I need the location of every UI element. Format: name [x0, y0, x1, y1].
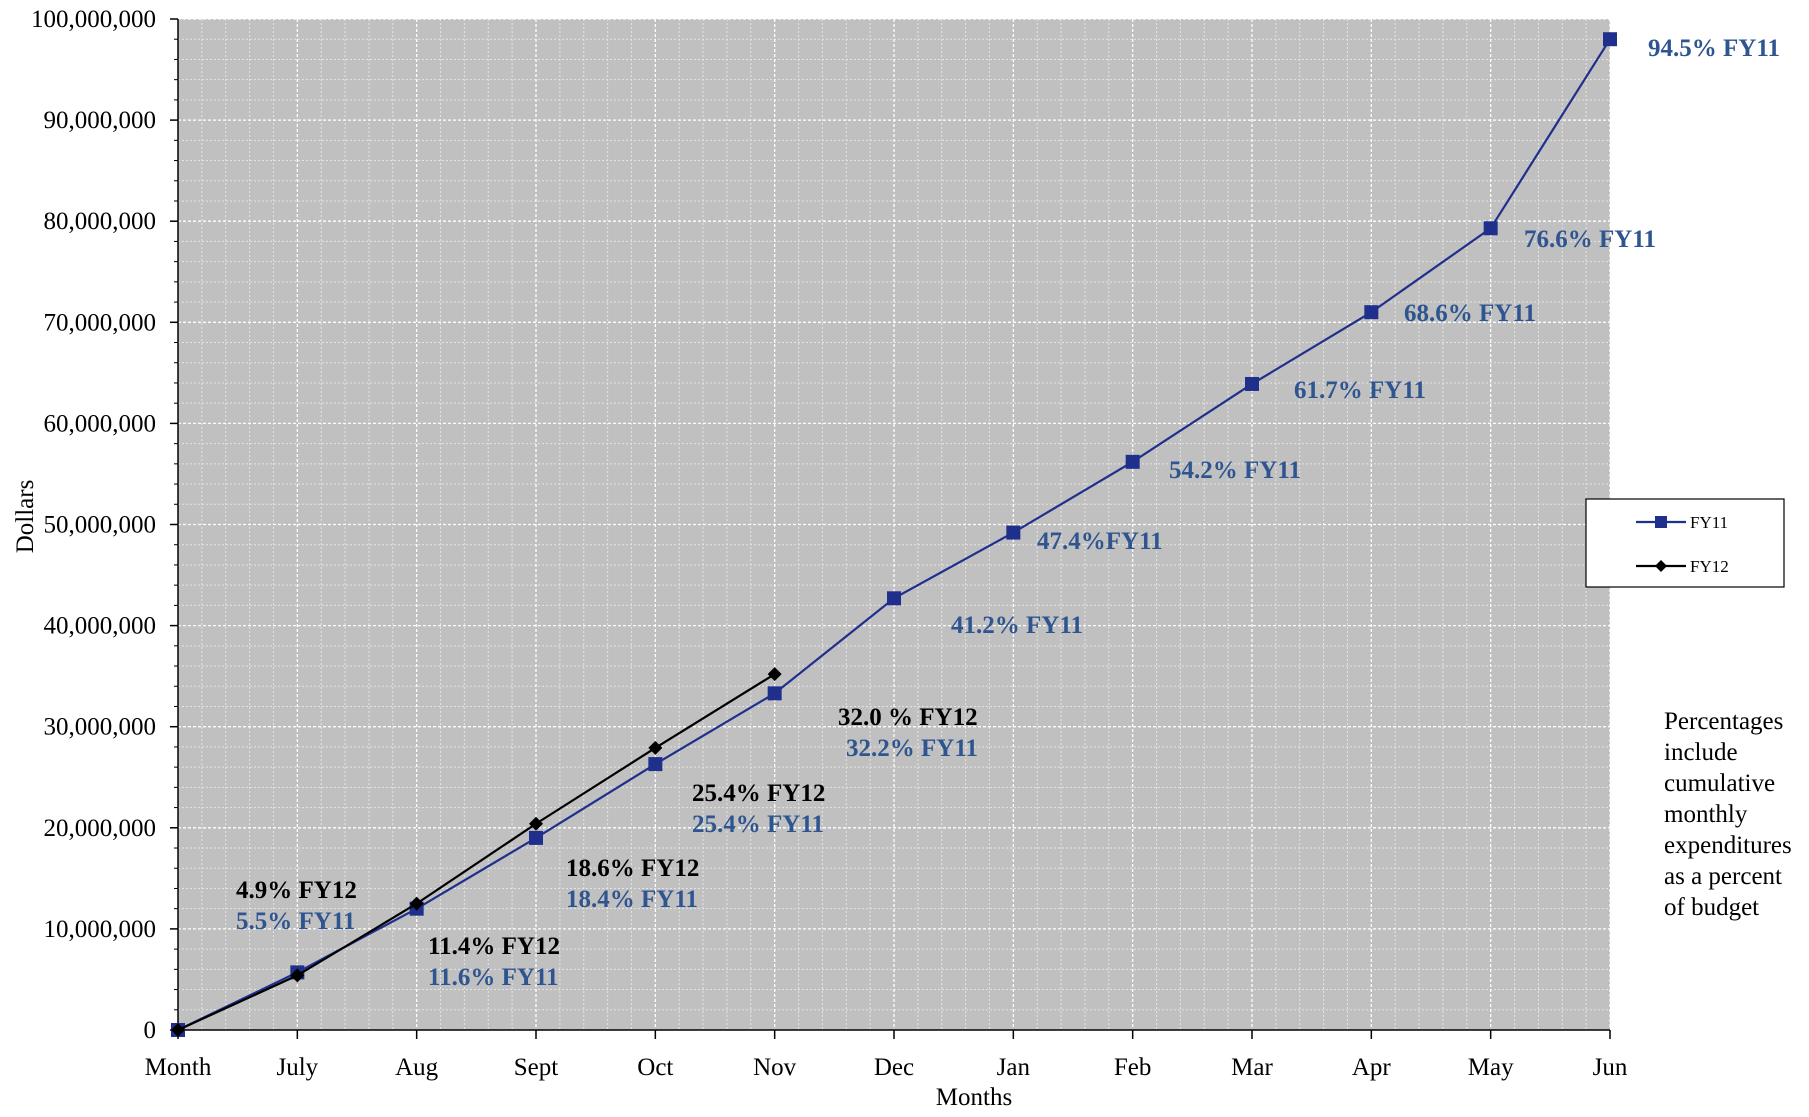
x-tick-label: Sept	[514, 1054, 559, 1081]
annotation-fy11: 54.2% FY11	[1169, 457, 1301, 484]
x-tick-label: Dec	[874, 1054, 914, 1081]
annotation-fy12: 32.0 % FY12	[838, 704, 978, 731]
x-tick-label: Month	[145, 1054, 212, 1081]
data-point-fy12	[529, 816, 543, 831]
x-tick-label: Jun	[1593, 1054, 1628, 1081]
annotation-fy11: 32.2% FY11	[846, 735, 978, 762]
x-tick-label: Aug	[395, 1054, 439, 1081]
y-tick-label: 100,000,000	[31, 6, 156, 33]
annotation-fy12: 18.6% FY12	[566, 855, 699, 882]
note-line: of budget	[1664, 894, 1759, 921]
y-tick-label: 70,000,000	[44, 309, 157, 336]
data-point-fy11	[1483, 221, 1498, 236]
data-point-fy11	[1603, 32, 1617, 47]
x-tick-label: Jan	[997, 1054, 1031, 1081]
y-tick-label: 80,000,000	[44, 208, 157, 235]
y-tick-label: 50,000,000	[44, 512, 157, 539]
y-tick-label: 60,000,000	[44, 410, 157, 437]
data-point-fy11	[767, 686, 782, 701]
note-line: cumulative	[1664, 770, 1775, 797]
data-point-fy11	[1125, 454, 1140, 469]
x-tick-label: May	[1468, 1054, 1514, 1081]
data-point-fy12	[290, 968, 305, 983]
data-point-fy11	[1245, 376, 1259, 391]
note-line: include	[1664, 739, 1738, 766]
data-point-fy11	[1006, 525, 1021, 540]
annotation-fy11: 47.4%FY11	[1037, 528, 1163, 555]
annotation-fy12: 25.4% FY12	[692, 780, 825, 807]
x-tick-label: Mar	[1231, 1054, 1273, 1081]
x-tick-label: Apr	[1352, 1054, 1392, 1081]
data-point-fy11	[887, 591, 901, 606]
x-tick-label: Oct	[637, 1054, 673, 1081]
x-axis-title: Months	[936, 1084, 1012, 1111]
y-tick-label: 30,000,000	[44, 714, 157, 741]
series-line-fy12	[177, 673, 776, 1032]
legend-marker-fy12	[1655, 560, 1667, 572]
annotation-fy11: 11.6% FY11	[428, 964, 559, 991]
annotation-fy11: 5.5% FY11	[236, 908, 355, 935]
y-axis-title: Dollars	[12, 480, 39, 554]
note-line: expenditures	[1664, 832, 1792, 859]
annotation-fy11: 25.4% FY11	[692, 811, 824, 838]
annotation-fy12: 4.9% FY12	[236, 877, 357, 904]
y-tick-label: 90,000,000	[44, 107, 157, 134]
annotation-fy11: 68.6% FY11	[1404, 300, 1536, 327]
annotation-fy11: 41.2% FY11	[951, 612, 1083, 639]
data-point-fy12	[648, 740, 663, 755]
x-tick-label: July	[276, 1054, 318, 1081]
note-line: monthly	[1664, 801, 1748, 828]
legend-label-fy12: FY12	[1690, 557, 1729, 576]
annotation-fy12: 11.4% FY12	[428, 933, 560, 960]
annotation-fy11: 61.7% FY11	[1294, 377, 1426, 404]
data-point-fy11	[529, 830, 543, 845]
legend-marker-fy11	[1655, 516, 1667, 528]
data-point-fy12	[409, 896, 424, 911]
y-tick-label: 10,000,000	[44, 916, 157, 943]
data-point-fy12	[767, 667, 782, 682]
annotation-fy11: 94.5% FY11	[1648, 35, 1780, 62]
annotation-fy11: 18.4% FY11	[566, 886, 698, 913]
y-tick-label: 20,000,000	[44, 815, 157, 842]
legend-box	[1585, 498, 1785, 588]
data-point-fy11	[1364, 305, 1379, 320]
y-tick-label: 40,000,000	[44, 613, 157, 640]
data-point-fy11	[648, 757, 663, 772]
x-tick-label: Nov	[753, 1054, 797, 1081]
x-tick-label: Feb	[1114, 1054, 1152, 1081]
annotation-fy11: 76.6% FY11	[1524, 226, 1656, 253]
y-tick-label: 0	[144, 1017, 157, 1044]
note-line: Percentages	[1664, 708, 1783, 735]
data-point-fy12	[171, 1023, 185, 1037]
note-line: as a percent	[1664, 863, 1782, 890]
legend-label-fy11: FY11	[1690, 513, 1728, 532]
